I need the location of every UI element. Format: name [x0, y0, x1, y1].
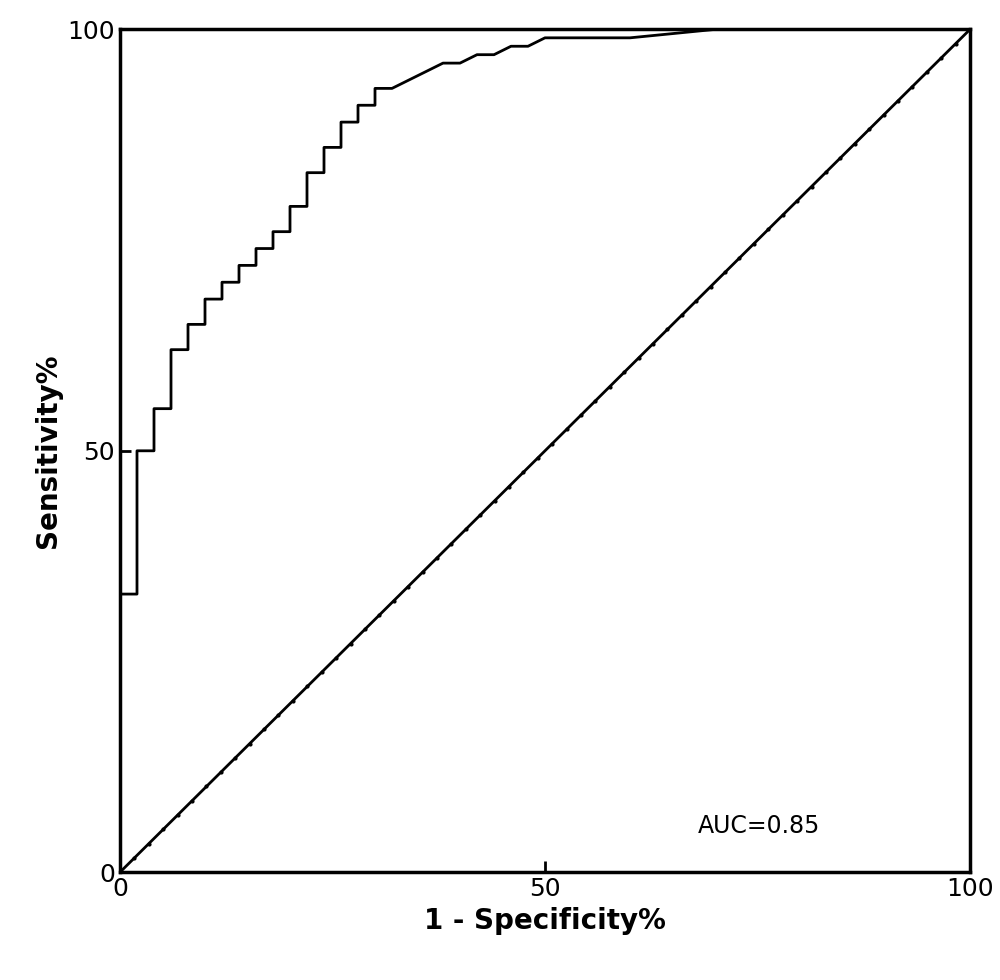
X-axis label: 1 - Specificity%: 1 - Specificity% — [424, 906, 666, 935]
Y-axis label: Sensitivity%: Sensitivity% — [34, 354, 62, 548]
Text: AUC=0.85: AUC=0.85 — [698, 814, 820, 839]
